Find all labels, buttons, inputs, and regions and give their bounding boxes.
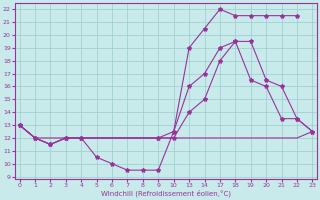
X-axis label: Windchill (Refroidissement éolien,°C): Windchill (Refroidissement éolien,°C) (101, 190, 231, 197)
